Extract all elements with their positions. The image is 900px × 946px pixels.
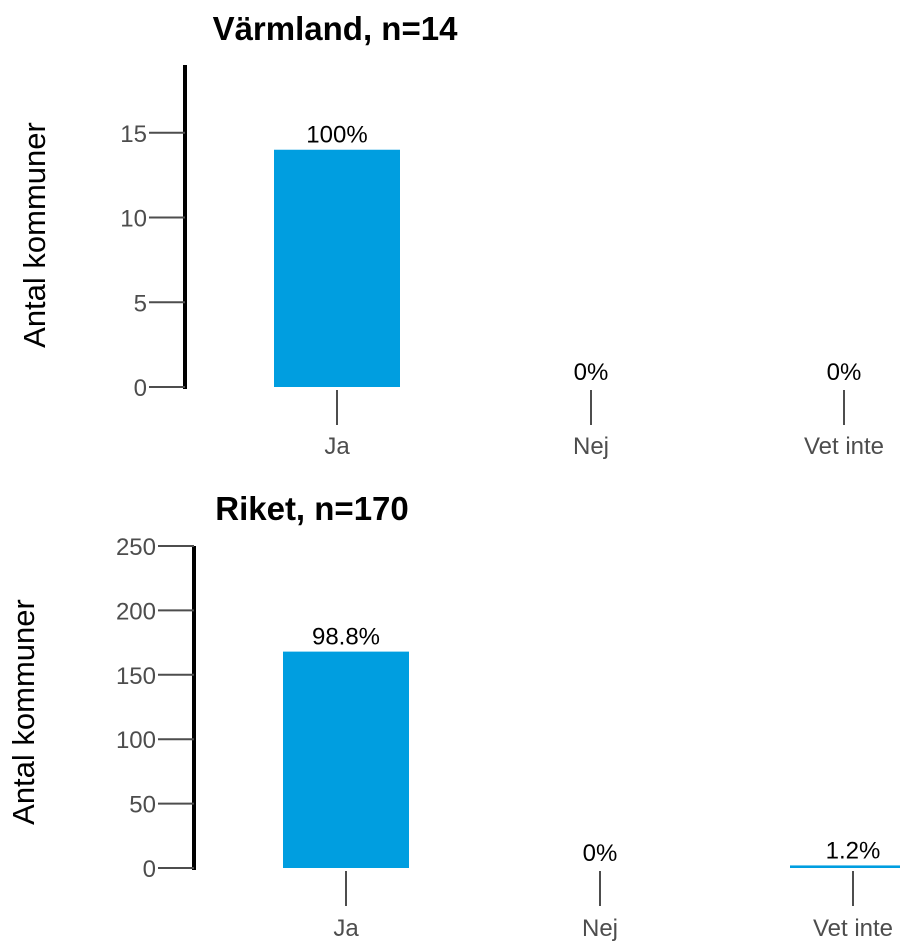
chart-title: Värmland, n=14: [213, 10, 459, 47]
data-label: 98.8%: [312, 624, 380, 651]
y-tick-label: 0: [134, 375, 147, 402]
y-tick-label: 150: [116, 663, 156, 690]
y-tick-label: 10: [120, 206, 147, 233]
chart-title: Riket, n=170: [215, 490, 409, 527]
y-axis-label: Antal kommuner: [17, 122, 52, 348]
x-tick-label: Nej: [573, 433, 609, 460]
x-tick-label: Ja: [324, 433, 350, 460]
data-label: 0%: [827, 359, 862, 386]
bar-ja: [274, 149, 400, 387]
y-tick-label: 50: [129, 792, 156, 819]
x-tick-label: Vet inte: [804, 433, 884, 460]
y-tick-label: 250: [116, 534, 156, 561]
data-label: 100%: [306, 122, 367, 149]
y-tick-label: 100: [116, 727, 156, 754]
data-label: 0%: [583, 840, 618, 867]
x-tick-label: Nej: [582, 915, 618, 942]
chart-panel-1: Värmland, n=14 Antal kommuner 0 5 10 15 100% Ja…: [17, 10, 884, 460]
data-label: 1.2%: [826, 837, 881, 864]
x-tick-label: Ja: [333, 915, 359, 942]
y-tick-label: 15: [120, 121, 147, 148]
y-axis-label: Antal kommuner: [6, 599, 41, 825]
x-tick-label: Vet inte: [813, 915, 893, 942]
chart-panel-2: Riket, n=170 Antal kommuner 0 50 100 150 200 25…: [6, 490, 900, 942]
y-tick-label: 0: [143, 856, 156, 883]
bar-ja: [283, 651, 409, 868]
y-tick-label: 200: [116, 598, 156, 625]
data-label: 0%: [574, 359, 609, 386]
y-tick-label: 5: [134, 290, 147, 317]
bar-vet-inte: [790, 865, 900, 868]
